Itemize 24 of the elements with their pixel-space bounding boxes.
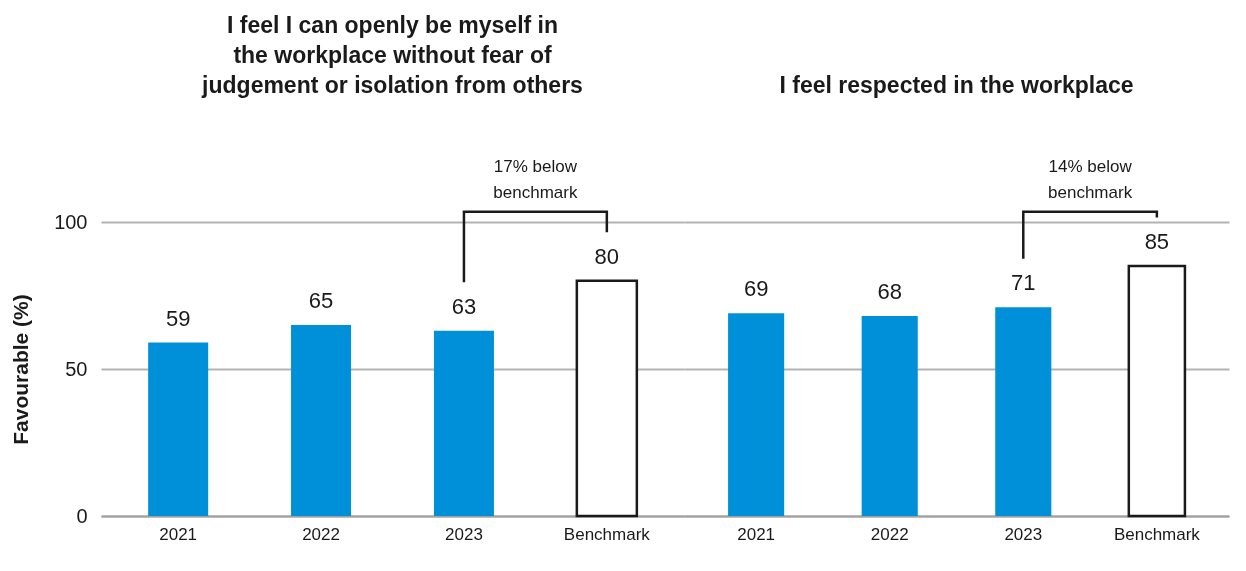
y-tick-label: 0 (76, 504, 88, 527)
x-tick-label: Benchmark (1113, 524, 1201, 544)
y-axis-title: Favourable (%) (9, 294, 33, 445)
text: 14% below benchmark (1048, 156, 1133, 202)
x-tick-label: 2023 (445, 524, 483, 544)
y-tick-label: 50 (65, 357, 88, 380)
data-label: 68 (877, 279, 902, 305)
x-tick-label: 2023 (1004, 524, 1043, 544)
x-tick-label: 2022 (302, 524, 340, 544)
data-label: 65 (308, 287, 334, 313)
x-tick-label: 2021 (159, 524, 198, 544)
chart-title: I feel I can openly be myself in the workplace without fear of judgement or isolation from others (201, 11, 583, 98)
data-label: 69 (743, 276, 769, 302)
chart-title: I feel respected in the workplace (779, 71, 1134, 98)
y-tick-label: 100 (54, 210, 88, 233)
text: 17% below benchmark (493, 156, 578, 202)
x-tick-label: Benchmark (563, 524, 651, 544)
data-label: 80 (594, 243, 620, 269)
x-tick-label: 2022 (870, 524, 909, 544)
data-label: 63 (451, 293, 477, 319)
x-tick-label: 2021 (737, 524, 776, 544)
data-label: 85 (1144, 229, 1170, 255)
data-label: 71 (1011, 270, 1036, 296)
data-label: 59 (165, 305, 191, 331)
